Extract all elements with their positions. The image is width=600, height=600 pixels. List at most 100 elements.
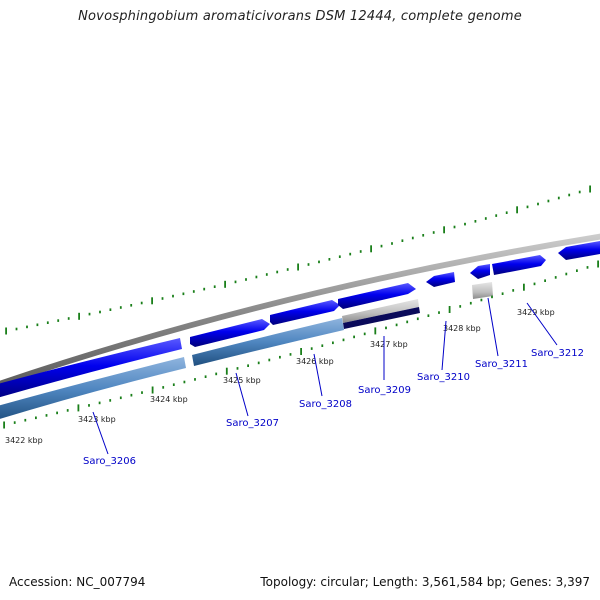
outer-ring-tick	[484, 217, 487, 220]
gene-arrow-saro-3211[interactable]	[470, 264, 490, 279]
scale-tick	[501, 292, 504, 295]
scale-tick	[406, 320, 409, 324]
scale-tick	[438, 311, 440, 314]
outer-ring-tick	[46, 321, 49, 324]
gene-label-saro-3212[interactable]: Saro_3212	[531, 348, 584, 359]
outer-ring-tick	[245, 278, 247, 281]
outer-ring-tick	[380, 244, 383, 248]
scale-tick	[119, 396, 122, 400]
outer-ring-tick	[411, 236, 414, 240]
scale-tick	[342, 338, 345, 342]
scale-tick	[88, 404, 90, 407]
outer-ring-tick	[15, 327, 18, 331]
scale-label: 3428 kbp	[443, 324, 481, 333]
gene-leader-lines	[92, 297, 558, 455]
outer-ring-tick	[255, 275, 258, 279]
outer-ring-tick	[318, 260, 320, 264]
outer-ring-tick	[307, 263, 310, 266]
inner-tick-ring	[3, 260, 599, 429]
scale-labels: 3422 kbp 3423 kbp 3424 kbp 3425 kbp 3426…	[5, 308, 555, 445]
outer-ring-tick	[234, 280, 237, 284]
scale-label: 3426 kbp	[296, 357, 334, 366]
scale-tick	[321, 344, 324, 347]
scale-label: 3423 kbp	[78, 415, 116, 424]
gene-label-saro-3207[interactable]: Saro_3207	[226, 418, 279, 429]
map-title: Novosphingobium aromaticivorans DSM 1244…	[78, 9, 522, 24]
outer-ring-tick	[391, 242, 393, 245]
scale-tick	[586, 266, 589, 269]
outer-ring-tick	[464, 222, 466, 226]
outer-ring-tick	[422, 234, 425, 237]
scale-tick	[565, 272, 568, 276]
scale-tick	[416, 317, 419, 321]
outer-ring-tick	[78, 312, 80, 320]
outer-ring-tick	[36, 323, 39, 327]
outer-ring-tick	[99, 310, 101, 314]
scale-tick	[374, 327, 377, 335]
genome-backbone	[0, 233, 600, 387]
scale-tick	[279, 355, 281, 359]
gene-arrow-saro-3212[interactable]	[492, 255, 546, 275]
gene-arrow-next[interactable]	[558, 241, 600, 260]
outer-ring-tick	[130, 304, 133, 307]
outer-ring-tick	[297, 263, 299, 271]
gene-arrow-saro-3208[interactable]	[270, 300, 340, 325]
gene-label-saro-3211[interactable]: Saro_3211	[475, 359, 528, 370]
scale-tick	[45, 414, 48, 417]
outer-ring-tick	[578, 190, 581, 194]
gene-label-saro-3210[interactable]: Saro_3210	[417, 372, 470, 383]
scale-tick	[300, 348, 302, 355]
gene-label-saro-3206[interactable]: Saro_3206	[83, 456, 136, 467]
scale-tick	[204, 375, 207, 378]
rna-feature-left	[0, 357, 186, 419]
scale-tick	[385, 326, 387, 330]
gene-label-saro-3208[interactable]: Saro_3208	[299, 399, 352, 410]
outer-ring-tick	[140, 301, 143, 305]
gene-arrow-saro-3210[interactable]	[426, 272, 455, 287]
scale-tick	[491, 295, 493, 299]
scale-tick	[597, 260, 599, 268]
scale-tick	[77, 404, 80, 412]
outer-ring-tick	[516, 206, 518, 214]
outer-ring-tick	[276, 270, 279, 274]
scale-tick	[66, 409, 69, 412]
scale-tick	[162, 386, 165, 389]
gene-arrow-saro-3209[interactable]	[338, 283, 416, 309]
outer-ring-tick	[495, 214, 498, 217]
scale-tick	[247, 364, 249, 367]
outer-ring-tick	[505, 211, 508, 214]
outer-ring-tick	[182, 292, 185, 296]
outer-ring-tick	[151, 297, 153, 305]
outer-ring-tick	[172, 294, 174, 298]
outer-ring-tick	[349, 252, 352, 256]
gene-label-saro-3209[interactable]: Saro_3209	[358, 385, 411, 396]
outer-ring-tick	[589, 185, 591, 193]
gene-arrow-saro-3206[interactable]	[0, 338, 182, 400]
outer-ring-tick	[359, 250, 362, 253]
outer-ring-tick	[537, 202, 539, 206]
outer-ring-tick	[67, 317, 70, 320]
scale-label: 3425 kbp	[223, 376, 261, 385]
scale-tick	[13, 421, 16, 424]
scale-tick	[576, 269, 578, 272]
outer-ring-tick	[474, 220, 477, 223]
outer-ring-tick	[213, 285, 216, 288]
gene-arrow-saro-3207[interactable]	[190, 319, 270, 347]
grey-feature-2	[472, 282, 493, 299]
scale-tick	[183, 380, 186, 384]
outer-tick-ring	[5, 185, 591, 335]
rna-feature-right	[192, 318, 344, 366]
genome-summary-text: Topology: circular; Length: 3,561,584 bp…	[260, 575, 590, 589]
scale-tick	[353, 335, 355, 339]
scale-tick	[533, 282, 536, 286]
scale-tick	[130, 393, 133, 397]
outer-ring-tick	[161, 297, 164, 300]
scale-tick	[225, 367, 228, 375]
scale-tick	[427, 314, 430, 317]
scale-tick	[35, 416, 37, 420]
scale-label: 3429 kbp	[517, 308, 555, 317]
outer-ring-tick	[203, 287, 206, 291]
outer-ring-tick	[192, 290, 195, 293]
outer-ring-tick	[526, 205, 529, 209]
